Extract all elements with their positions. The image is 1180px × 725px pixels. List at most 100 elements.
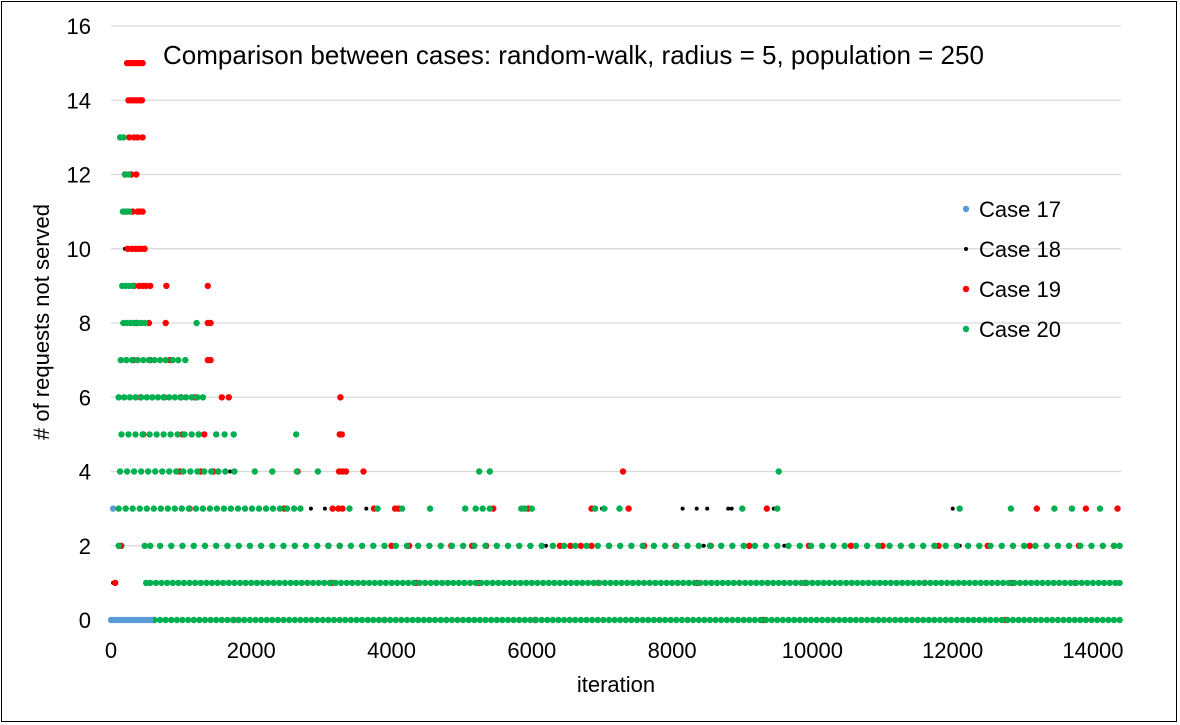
data-point (225, 579, 232, 587)
data-point (875, 616, 882, 624)
data-point (910, 579, 917, 587)
data-point (302, 616, 310, 624)
data-point (1026, 616, 1034, 624)
data-point (180, 468, 187, 475)
data-point (302, 542, 310, 549)
data-point (251, 468, 258, 475)
data-point (236, 579, 244, 587)
data-point (527, 542, 534, 549)
data-point (229, 616, 237, 624)
data-point (708, 579, 715, 587)
data-point (437, 542, 444, 549)
data-point (371, 579, 378, 587)
data-point (308, 506, 313, 511)
data-point (831, 579, 838, 587)
data-point (482, 616, 489, 624)
data-point (1016, 579, 1024, 587)
data-point (269, 542, 276, 549)
data-point (936, 616, 944, 624)
data-point (109, 505, 117, 512)
data-point (448, 542, 456, 549)
data-point (1060, 616, 1067, 624)
data-point (141, 245, 148, 252)
data-point (192, 505, 200, 512)
data-point (157, 505, 164, 512)
data-point (863, 542, 871, 549)
data-point (228, 469, 233, 474)
data-point (139, 134, 146, 141)
data-point (168, 616, 175, 624)
data-point (139, 431, 146, 438)
data-point (276, 579, 283, 587)
data-point (1088, 616, 1095, 624)
data-point (388, 579, 395, 587)
data-point (1011, 579, 1018, 587)
data-point (280, 542, 287, 549)
data-point (640, 579, 648, 587)
data-point (1114, 505, 1121, 512)
data-point (566, 616, 573, 624)
data-point (588, 542, 595, 549)
data-point (213, 616, 220, 624)
data-point (802, 616, 809, 624)
data-point (859, 579, 867, 587)
data-point (347, 616, 355, 624)
data-point (556, 579, 564, 587)
data-point (405, 579, 412, 587)
data-point (450, 579, 457, 587)
data-point (628, 542, 635, 549)
data-point (786, 579, 794, 587)
data-point (964, 616, 972, 624)
data-point (510, 616, 517, 624)
data-point (138, 394, 145, 401)
data-point (539, 579, 547, 587)
data-point (685, 579, 693, 587)
data-point (746, 616, 753, 624)
data-point (684, 542, 691, 549)
data-point (1067, 579, 1074, 587)
data-point (897, 542, 904, 549)
data-point (695, 542, 702, 549)
data-point (146, 431, 153, 438)
data-point (1051, 505, 1058, 512)
data-point (1026, 542, 1034, 549)
data-point (560, 616, 568, 624)
data-point (141, 542, 148, 549)
data-point (298, 579, 305, 587)
data-point (420, 616, 427, 624)
data-point (134, 134, 141, 141)
data-point (746, 542, 753, 549)
data-point (495, 579, 502, 587)
data-point (353, 616, 360, 624)
data-point (163, 579, 171, 587)
data-point (824, 616, 831, 624)
data-point (863, 616, 871, 624)
data-point (661, 542, 669, 549)
y-tick-label: 8 (79, 311, 91, 336)
data-point (459, 616, 467, 624)
data-point (858, 616, 865, 624)
data-point (803, 579, 810, 587)
x-tick-label: 6000 (507, 638, 556, 663)
data-point (195, 431, 202, 438)
data-point (179, 542, 186, 549)
data-point (516, 616, 523, 624)
data-point (322, 506, 327, 511)
data-point (713, 579, 721, 587)
data-point (208, 579, 216, 587)
data-point (493, 616, 500, 624)
y-tick-label: 10 (67, 237, 91, 262)
data-point (591, 505, 599, 512)
data-point (747, 579, 754, 587)
data-point (560, 542, 568, 549)
data-point (120, 134, 127, 141)
data-point (486, 505, 493, 512)
data-point (1105, 616, 1112, 624)
data-point (601, 579, 608, 587)
x-tick-label: 12000 (922, 638, 983, 663)
data-point (218, 394, 225, 401)
data-point (187, 468, 194, 475)
data-point (230, 431, 237, 438)
data-point (215, 468, 222, 475)
data-point (680, 579, 687, 587)
